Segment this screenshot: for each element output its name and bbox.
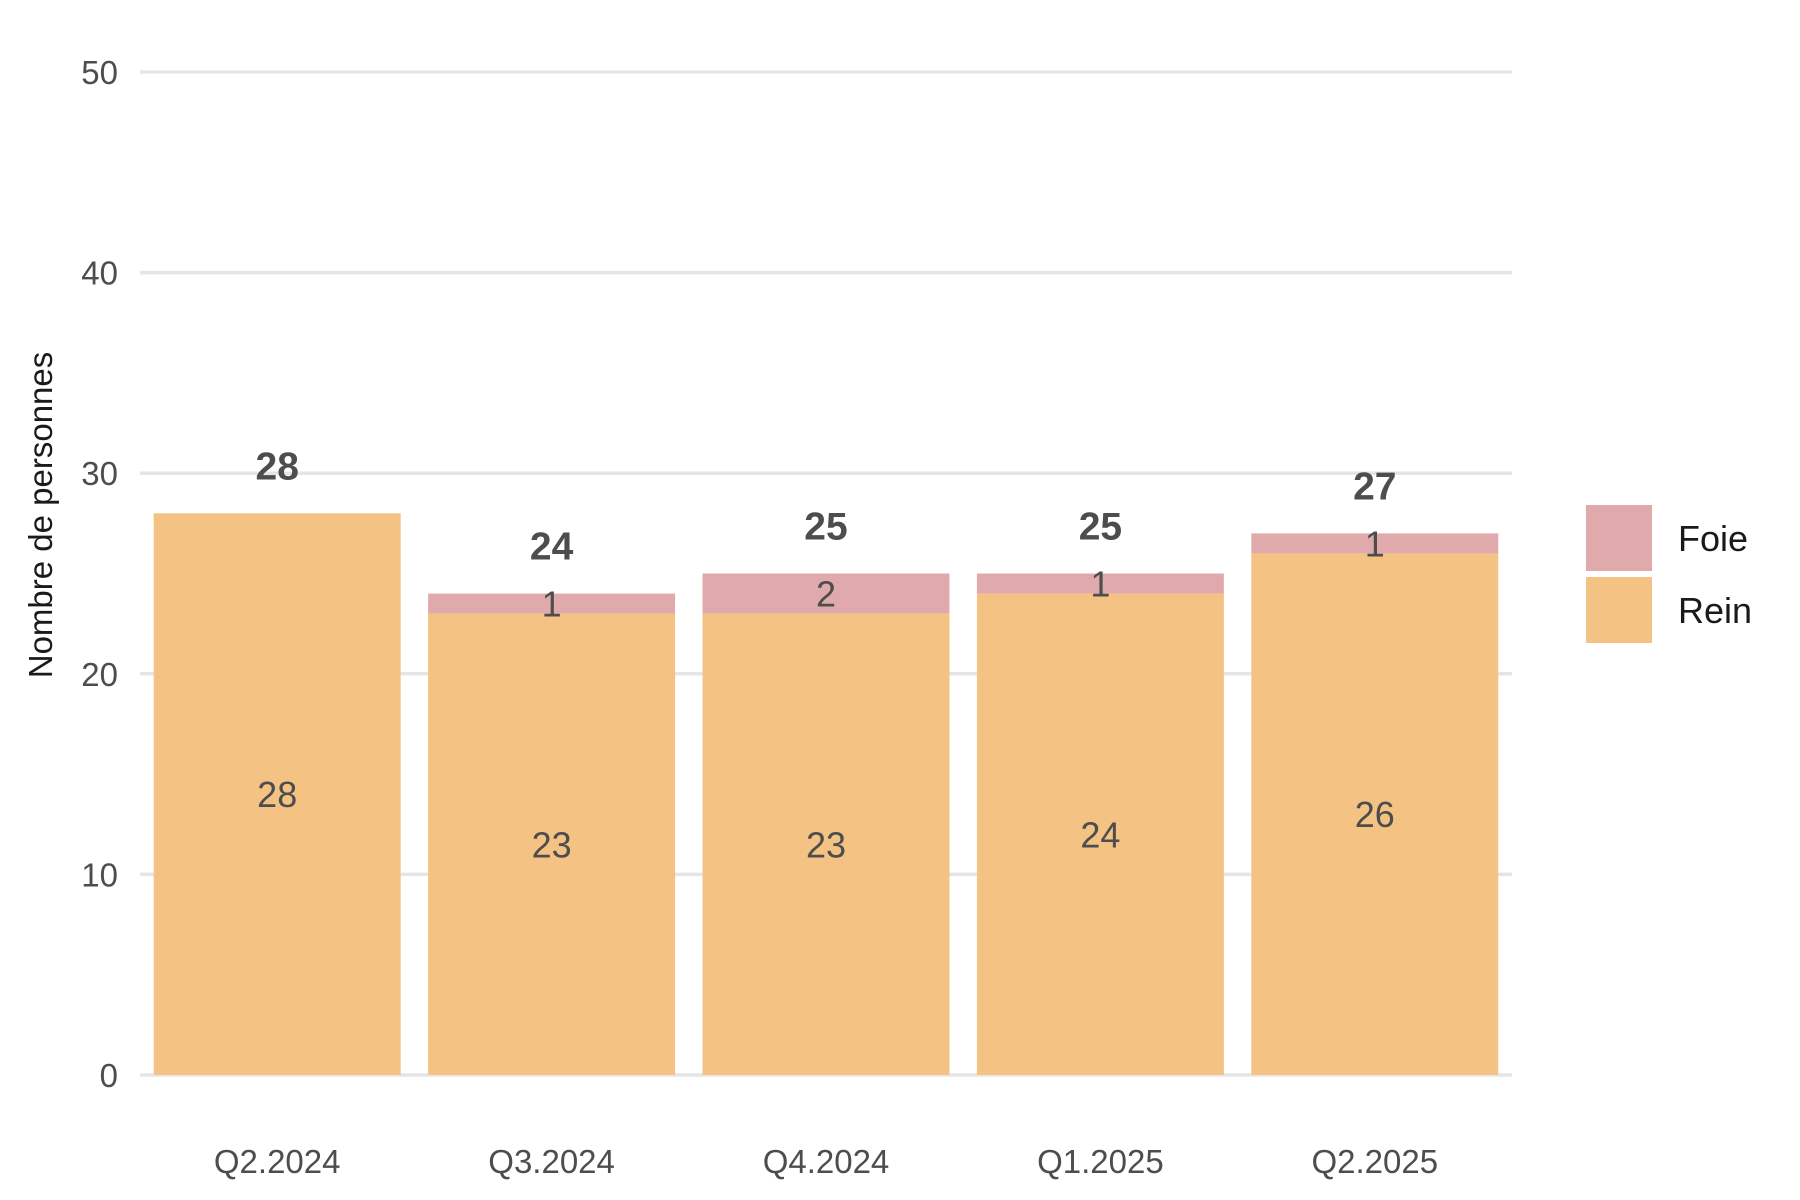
y-tick-label: 30 bbox=[81, 455, 118, 492]
y-tick-label: 0 bbox=[100, 1057, 118, 1094]
y-tick-label: 40 bbox=[81, 255, 118, 292]
bar-foie-q4-2024 bbox=[702, 573, 950, 614]
segment-value-label: 23 bbox=[806, 824, 846, 865]
bar-total-label: 27 bbox=[1353, 465, 1396, 508]
segment-labels: 28 23 1 23 2 24 1 26 1 bbox=[257, 523, 1395, 865]
segment-value-label: 2 bbox=[816, 574, 836, 615]
bars bbox=[153, 513, 1499, 1075]
y-axis-title: Nombre de personnes bbox=[22, 352, 59, 679]
segment-value-label: 24 bbox=[1080, 814, 1120, 855]
segment-value-label: 23 bbox=[532, 824, 572, 865]
x-tick-label: Q2.2025 bbox=[1311, 1143, 1438, 1180]
bar-total-label: 25 bbox=[1079, 506, 1122, 549]
bar-foie-q3-2024 bbox=[428, 593, 676, 614]
bar-rein-q2-2025 bbox=[1251, 553, 1499, 1075]
x-tick-label: Q2.2024 bbox=[214, 1143, 341, 1180]
bar-total-label: 25 bbox=[804, 506, 847, 549]
legend: Foie Rein bbox=[1586, 505, 1752, 643]
x-tick-label: Q3.2024 bbox=[488, 1143, 615, 1180]
bar-rein-q4-2024 bbox=[702, 613, 950, 1075]
x-tick-label: Q4.2024 bbox=[763, 1143, 890, 1180]
segment-value-label: 1 bbox=[1090, 564, 1110, 605]
bar-foie-q1-2025 bbox=[976, 573, 1224, 594]
legend-key-rein bbox=[1586, 577, 1652, 643]
total-labels: 28 24 25 25 27 bbox=[256, 445, 1397, 568]
bar-total-label: 28 bbox=[256, 445, 299, 488]
segment-value-label: 26 bbox=[1355, 794, 1395, 835]
segment-value-label: 28 bbox=[257, 774, 297, 815]
y-tick-label: 10 bbox=[81, 856, 118, 893]
x-axis-ticks: Q2.2024 Q3.2024 Q4.2024 Q1.2025 Q2.2025 bbox=[214, 1143, 1438, 1180]
y-tick-label: 20 bbox=[81, 656, 118, 693]
bar-rein-q2-2024 bbox=[153, 513, 401, 1075]
segment-value-label: 1 bbox=[542, 584, 562, 625]
bar-total-label: 24 bbox=[530, 526, 574, 569]
y-tick-label: 50 bbox=[81, 54, 118, 91]
legend-key-foie bbox=[1586, 505, 1652, 571]
bar-rein-q3-2024 bbox=[428, 613, 676, 1075]
legend-label-foie: Foie bbox=[1678, 518, 1748, 559]
x-tick-label: Q1.2025 bbox=[1037, 1143, 1164, 1180]
bar-foie-q2-2025 bbox=[1251, 533, 1499, 554]
segment-value-label: 1 bbox=[1365, 523, 1385, 564]
y-axis-ticks: 0 10 20 30 40 50 bbox=[81, 54, 118, 1094]
legend-label-rein: Rein bbox=[1678, 590, 1752, 631]
bar-rein-q1-2025 bbox=[976, 593, 1224, 1075]
